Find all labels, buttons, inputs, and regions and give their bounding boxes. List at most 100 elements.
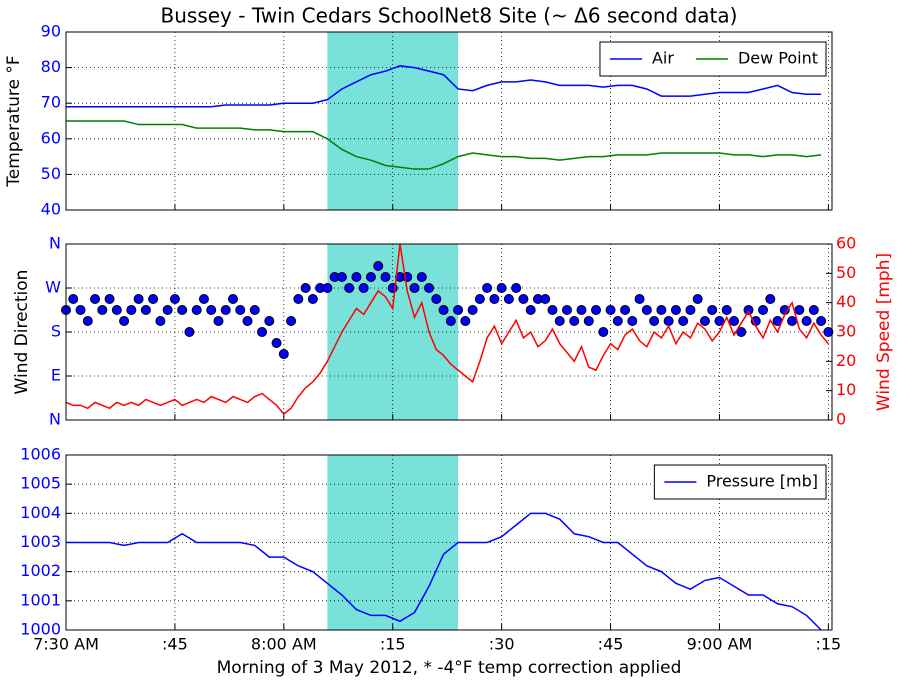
y-tick-label: 1004 — [20, 503, 61, 522]
wind-direction-point — [257, 327, 268, 337]
wind-direction-point — [728, 316, 739, 326]
wind-direction-point — [133, 294, 144, 304]
wind-direction-point — [162, 305, 173, 315]
wind-direction-point — [322, 283, 333, 293]
chart-title: Bussey - Twin Cedars SchoolNet8 Site (~ … — [161, 4, 738, 28]
series-line — [65, 243, 829, 416]
wind-direction-point — [576, 305, 587, 315]
wind-direction-point — [540, 294, 551, 304]
wind-direction-point — [111, 305, 122, 315]
wind-direction-point — [227, 294, 238, 304]
y2-tick-label: 60 — [836, 234, 856, 253]
wind-direction-point — [823, 327, 834, 337]
legend: Pressure [mb] — [653, 464, 827, 500]
wind-direction-point — [641, 305, 652, 315]
wind-direction-point — [177, 305, 188, 315]
wind-direction-point — [220, 305, 231, 315]
wind-direction-point — [351, 272, 362, 282]
wind-direction-point — [453, 305, 464, 315]
wind-direction-point — [97, 305, 108, 315]
wind-direction-point — [380, 272, 391, 282]
wind-direction-point — [721, 305, 732, 315]
wind-direction-point — [547, 305, 558, 315]
wind-direction-point — [119, 316, 130, 326]
wind-direction-point — [569, 316, 580, 326]
x-tick-label: :15 — [815, 635, 841, 654]
wind-direction-point — [707, 305, 718, 315]
plot-frame — [65, 243, 833, 421]
wind-direction-point — [605, 305, 616, 315]
wind-direction-point — [663, 316, 674, 326]
wind-direction-point — [467, 305, 478, 315]
wind-direction-point — [293, 294, 304, 304]
wind-direction-point — [583, 316, 594, 326]
wind-direction-point — [409, 283, 420, 293]
y-tick-label: S — [51, 322, 61, 341]
y-tick-label: 90 — [41, 22, 61, 41]
wind-direction-point — [184, 327, 195, 337]
y-tick-label: 40 — [41, 200, 61, 219]
y-tick-label: E — [51, 366, 61, 385]
legend-label: Air — [652, 49, 674, 68]
wind-direction-point — [692, 294, 703, 304]
series-line — [66, 512, 822, 631]
wind-direction-point — [271, 338, 282, 348]
wind-direction-point — [627, 316, 638, 326]
y-tick-label: 1005 — [20, 474, 61, 493]
wind-direction-point — [104, 294, 115, 304]
wind-direction-point — [482, 283, 493, 293]
wind-direction-point — [525, 305, 536, 315]
wind-direction-point — [191, 305, 202, 315]
wind-direction-point — [169, 294, 180, 304]
wind-direction-point — [685, 305, 696, 315]
wind-direction-point — [438, 305, 449, 315]
y2-tick-label: 0 — [836, 410, 846, 429]
y2-tick-label: 10 — [836, 380, 856, 399]
series-line — [66, 120, 822, 170]
x-tick-label: :30 — [489, 635, 515, 654]
wind-direction-point — [424, 283, 435, 293]
wind-direction-point — [670, 305, 681, 315]
wind-direction-point — [307, 294, 318, 304]
y2-axis-label: Wind Speed [mph] — [874, 253, 894, 411]
wind-direction-point — [816, 316, 827, 326]
wind-direction-point — [794, 305, 805, 315]
wind-direction-point — [82, 316, 93, 326]
wind-direction-point — [213, 316, 224, 326]
wind-direction-point — [344, 283, 355, 293]
y-axis-label: Temperature °F — [4, 55, 24, 187]
wind-direction-point — [445, 316, 456, 326]
wind-direction-point — [249, 305, 260, 315]
y2-tick-label: 30 — [836, 322, 856, 341]
wind-direction-point — [300, 283, 311, 293]
y-tick-label: 1003 — [20, 532, 61, 551]
wind-direction-point — [358, 283, 369, 293]
wind-direction-point — [489, 294, 500, 304]
x-tick-label: 9:00 AM — [687, 635, 753, 654]
wind-direction-point — [373, 261, 384, 271]
wind-direction-point — [634, 294, 645, 304]
wind-direction-point — [140, 305, 151, 315]
x-tick-label: :15 — [380, 635, 406, 654]
wind-direction-point — [743, 305, 754, 315]
wind-direction-point — [155, 316, 166, 326]
wind-direction-point — [474, 294, 485, 304]
y-tick-label: 80 — [41, 57, 61, 76]
x-tick-label: :45 — [598, 635, 624, 654]
wind-direction-point — [765, 294, 776, 304]
y-tick-label: N — [49, 234, 61, 253]
wind-direction-point — [286, 316, 297, 326]
wind-direction-point — [554, 316, 565, 326]
y-tick-label: 1001 — [20, 590, 61, 609]
wind-direction-point — [278, 349, 289, 359]
wind-direction-point — [460, 316, 471, 326]
y-axis-label: Wind Direction — [12, 270, 32, 395]
x-tick-label: 7:30 AM — [33, 635, 99, 654]
wind-direction-point — [264, 316, 275, 326]
wind-direction-point — [242, 316, 253, 326]
y2-tick-label: 20 — [836, 351, 856, 370]
x-tick-label: 8:00 AM — [251, 635, 317, 654]
wind-direction-point — [808, 305, 819, 315]
wind-direction-point — [787, 316, 798, 326]
legend-label: Pressure [mb] — [706, 472, 818, 491]
